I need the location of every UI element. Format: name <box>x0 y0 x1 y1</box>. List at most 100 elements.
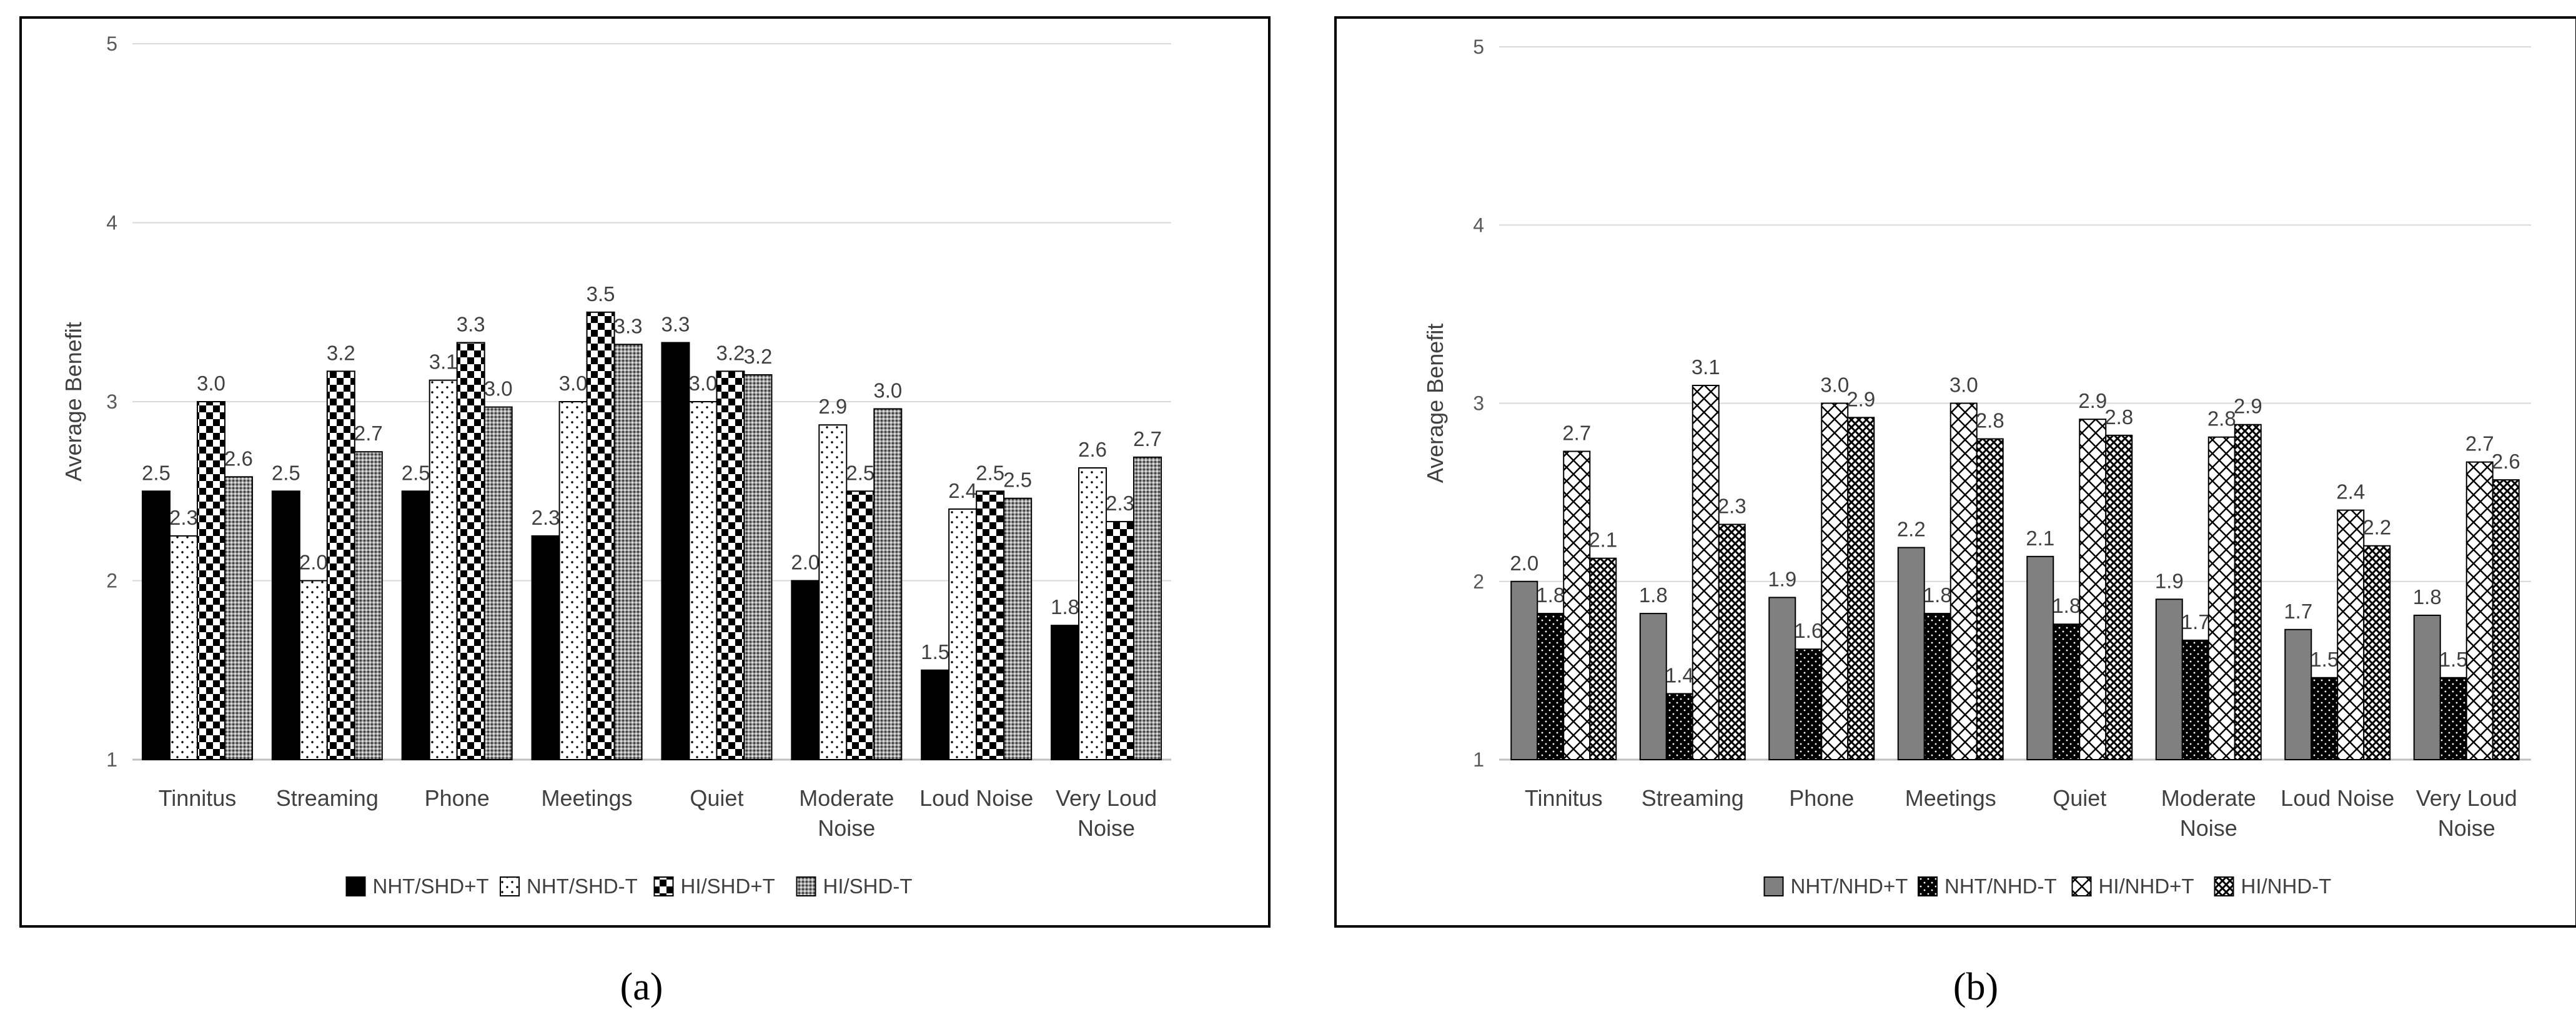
data-label: 3.0 <box>559 372 588 395</box>
x-tick-label: Streaming <box>276 785 379 811</box>
bar <box>1106 520 1135 761</box>
x-tick-label: Streaming <box>1642 785 1744 811</box>
bar <box>2284 628 2312 761</box>
data-label: 2.7 <box>2465 432 2494 455</box>
bar <box>354 451 383 760</box>
bar <box>1563 450 1591 761</box>
data-label: 2.0 <box>791 551 820 574</box>
data-label: 1.7 <box>2284 600 2312 623</box>
panel-a-frame <box>19 16 1271 928</box>
bar <box>1665 693 1693 761</box>
bar <box>326 370 355 760</box>
data-label: 1.8 <box>1639 583 1668 607</box>
bar <box>2363 545 2391 760</box>
y-axis-label: Average Benefit <box>61 322 86 482</box>
data-label: 1.7 <box>2181 610 2210 633</box>
bar <box>429 379 458 760</box>
x-tick-label: Loud Noise <box>919 785 1033 811</box>
data-label: 2.7 <box>1133 427 1162 450</box>
bar <box>1949 402 1978 760</box>
data-label: 2.5 <box>1003 469 1032 492</box>
chart-b: 1 2 3 4 5 Average Benefit 2.0 1.8 2.7 2.1 Tinnitus… <box>1422 36 2531 898</box>
panel-label-b: (b) <box>1953 966 1998 1008</box>
y-tick-label: 4 <box>1473 214 1484 236</box>
bar <box>1051 625 1080 760</box>
data-label: 2.0 <box>299 551 328 574</box>
data-label: 2.1 <box>2026 527 2054 550</box>
bar <box>2337 509 2365 761</box>
data-label: 3.3 <box>457 312 485 335</box>
y-axis-label: Average Benefit <box>1422 324 1448 484</box>
data-label: 3.0 <box>484 377 513 400</box>
bar <box>586 311 615 760</box>
legend-swatch <box>500 876 520 896</box>
data-label: 1.9 <box>2155 569 2184 592</box>
bar <box>716 370 745 760</box>
bar <box>141 490 171 760</box>
data-label: 2.3 <box>1718 494 1746 517</box>
bar <box>1795 648 1823 761</box>
bar <box>1510 580 1538 760</box>
bar <box>1537 613 1565 760</box>
data-label: 2.6 <box>224 447 253 470</box>
x-tick-label: Phone <box>425 785 490 811</box>
x-tick-label: Meetings <box>1905 785 1996 811</box>
data-label: 2.6 <box>2492 450 2520 473</box>
bar <box>271 490 300 760</box>
data-label: 1.8 <box>1051 595 1079 618</box>
bar <box>224 476 253 761</box>
x-tick-label: Very Loud <box>1056 785 1157 811</box>
bar <box>743 374 773 760</box>
bar <box>976 490 1005 760</box>
bar <box>818 424 848 760</box>
bar <box>1976 438 2004 760</box>
data-label: 3.0 <box>197 372 225 395</box>
bar <box>1768 597 1796 760</box>
data-label: 1.4 <box>1665 663 1694 687</box>
data-label: 1.5 <box>921 640 949 663</box>
y-tick-label: 1 <box>106 748 117 771</box>
data-label: 3.3 <box>661 312 690 335</box>
data-label: 2.1 <box>1588 528 1617 552</box>
x-tick-label: Quiet <box>690 785 743 811</box>
bar <box>2492 479 2520 760</box>
bar <box>558 401 588 760</box>
legend-swatch <box>796 876 816 896</box>
data-label: 1.6 <box>1794 619 1823 642</box>
data-label: 2.7 <box>354 422 383 445</box>
bar <box>1692 384 1720 760</box>
data-label: 2.4 <box>948 479 977 502</box>
legend-swatch <box>2214 876 2234 896</box>
bar <box>2439 677 2467 761</box>
x-tick-label: Noise <box>2438 815 2495 841</box>
bar <box>2234 424 2262 760</box>
bar <box>2207 436 2236 760</box>
x-tick-label: Noise <box>2180 815 2237 841</box>
legend-label: HI/SHD+T <box>681 875 775 898</box>
bar <box>483 406 513 760</box>
x-tick-label: Noise <box>818 815 875 841</box>
bar <box>846 490 875 760</box>
data-label: 1.9 <box>1768 567 1796 590</box>
bar <box>661 342 690 760</box>
bar <box>2026 555 2054 760</box>
data-label: 3.2 <box>716 341 745 364</box>
data-label: 3.0 <box>1949 374 1978 397</box>
bar <box>1639 613 1667 760</box>
bar <box>196 401 225 760</box>
x-tick-label: Loud Noise <box>2281 785 2394 811</box>
data-label: 3.1 <box>429 350 458 374</box>
data-label: 2.9 <box>2234 395 2262 418</box>
data-label: 1.8 <box>1536 583 1565 607</box>
data-label: 3.3 <box>614 314 643 337</box>
data-label: 2.8 <box>1976 409 2004 432</box>
data-label: 2.9 <box>818 395 847 418</box>
data-label: 2.5 <box>976 461 1004 484</box>
data-label: 2.7 <box>1562 422 1591 445</box>
data-label: 3.2 <box>327 341 355 364</box>
y-tick-label: 2 <box>1473 570 1484 593</box>
bar <box>2155 598 2183 761</box>
legend-swatch <box>2071 876 2092 896</box>
data-label: 3.0 <box>1820 374 1849 397</box>
